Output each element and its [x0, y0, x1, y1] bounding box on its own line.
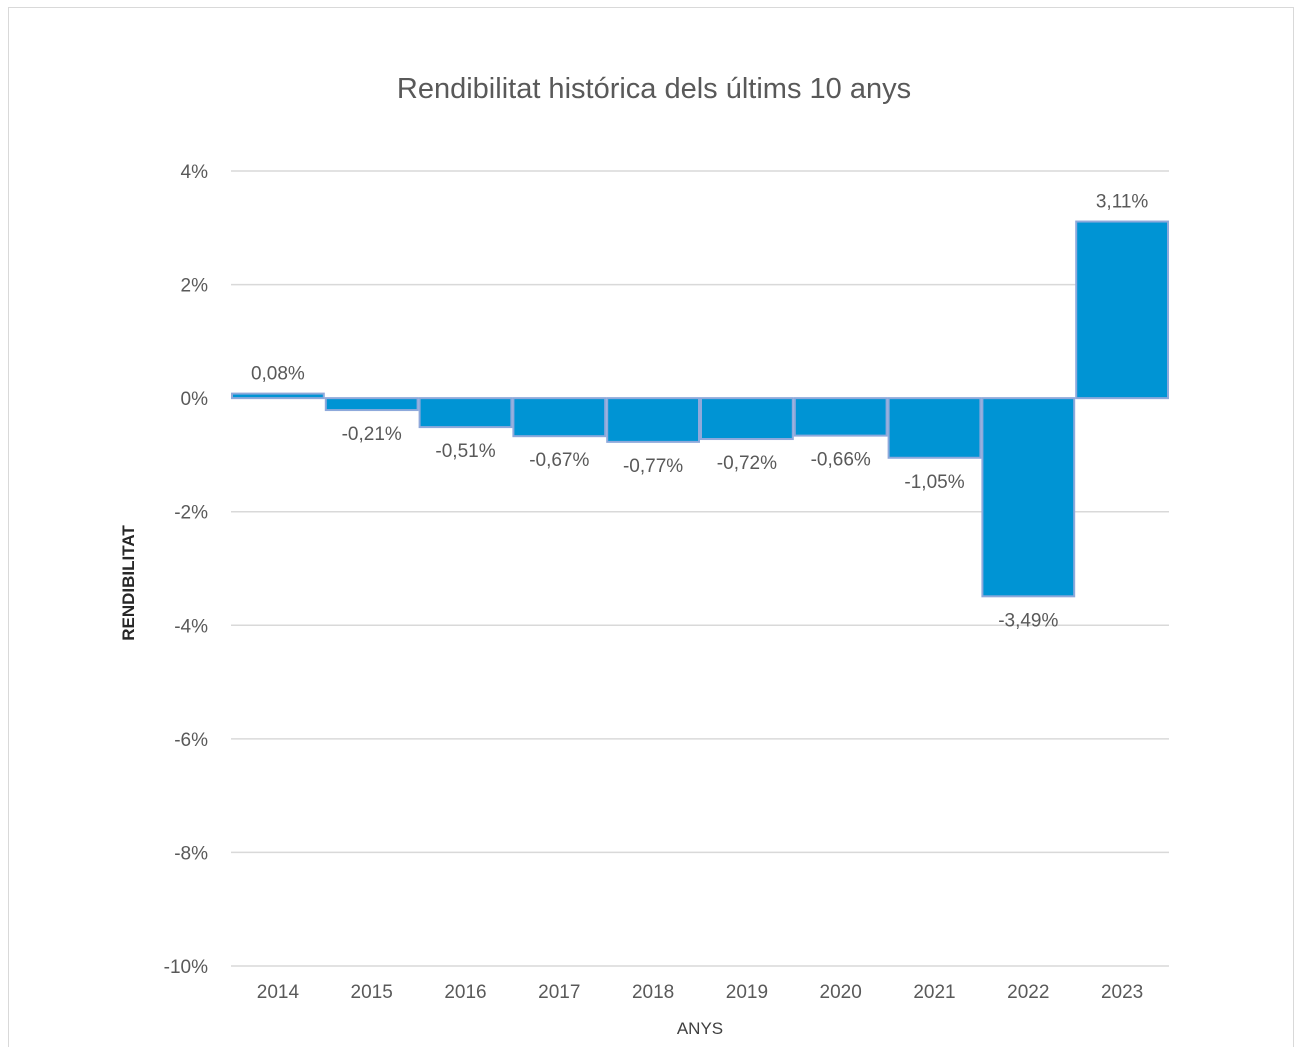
x-tick-label: 2018	[632, 982, 674, 1003]
y-tick-labels: 4% 2% 0% -2% -4% -6% -8% -10%	[164, 162, 208, 978]
x-tick-label: 2019	[726, 982, 768, 1003]
data-label-2015: -0,21%	[342, 424, 402, 445]
bar-chart: Rendibilitat histórica dels últims 10 an…	[119, 73, 1169, 1038]
chart-title: Rendibilitat histórica dels últims 10 an…	[397, 73, 911, 105]
data-label-2020: -0,66%	[811, 450, 871, 471]
y-tick-label: 4%	[181, 162, 209, 183]
y-tick-label: -10%	[164, 957, 208, 978]
y-tick-label: 2%	[181, 276, 209, 297]
x-tick-label: 2023	[1101, 982, 1143, 1003]
bar-2014	[231, 392, 325, 400]
y-tick-label: 0%	[181, 389, 209, 410]
bar-2018	[606, 397, 701, 443]
y-tick-label: -2%	[174, 503, 208, 524]
data-label-2018: -0,77%	[623, 456, 683, 477]
data-label-2023: 3,11%	[1096, 192, 1149, 213]
data-label-2016: -0,51%	[435, 441, 495, 462]
bar-2023	[1075, 220, 1169, 400]
data-labels: 0,08% -0,21% -0,51% -0,67% -0,77% -0,72% -0,66…	[251, 192, 1148, 632]
y-tick-label: -6%	[174, 730, 208, 751]
x-tick-label: 2014	[257, 982, 300, 1003]
bar-2017	[512, 397, 607, 438]
bar-2016	[418, 397, 513, 429]
bar-2022	[981, 397, 1076, 598]
data-label-2019: -0,72%	[717, 453, 777, 474]
x-tick-label: 2016	[444, 982, 486, 1003]
y-axis-title: RENDIBILITAT	[119, 525, 138, 641]
bar-2020	[793, 397, 888, 437]
data-label-2017: -0,67%	[529, 450, 589, 471]
bar-2019	[700, 397, 794, 441]
x-tick-label: 2017	[538, 982, 580, 1003]
x-tick-label: 2022	[1007, 982, 1049, 1003]
x-tick-labels: 2014 2015 2016 2017 2018 2019 2020 2021 2022 2023	[257, 982, 1143, 1003]
chart-frame: Rendibilitat histórica dels últims 10 an…	[8, 7, 1294, 1047]
x-axis-title: ANYS	[677, 1019, 723, 1038]
y-tick-label: -4%	[174, 616, 208, 637]
data-label-2021: -1,05%	[904, 472, 964, 493]
bars	[231, 220, 1169, 598]
x-tick-label: 2021	[913, 982, 955, 1003]
data-label-2022: -3,49%	[998, 610, 1058, 631]
x-tick-label: 2015	[351, 982, 393, 1003]
x-tick-label: 2020	[820, 982, 862, 1003]
y-tick-label: -8%	[174, 843, 208, 864]
bar-2021	[887, 397, 982, 459]
bar-2015	[324, 397, 419, 412]
data-label-2014: 0,08%	[251, 364, 305, 385]
